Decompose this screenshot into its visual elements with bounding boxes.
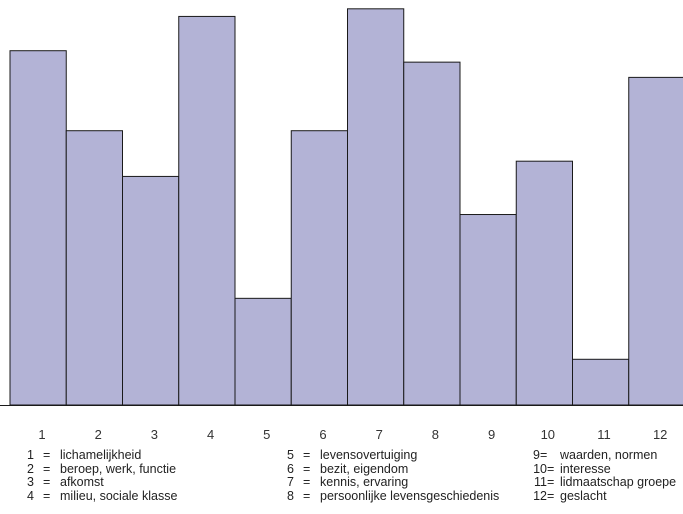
legend-item: 12 = geslacht: [533, 488, 607, 503]
bar-1: [9, 50, 67, 406]
legend-column-1: 1 = lichamelijkheid 2 = beroep, werk, functi…: [27, 448, 178, 503]
legend-item: 4 = milieu, sociale klasse: [27, 488, 178, 503]
x-tick-label: 11: [597, 427, 611, 442]
legend-item-label: geslacht: [560, 488, 607, 503]
bar-2: [65, 130, 123, 406]
bar-3: [122, 175, 180, 406]
x-tick-label: 2: [95, 427, 102, 442]
bar-12: [628, 76, 683, 406]
x-tick-label: 1: [38, 427, 45, 442]
x-tick-label: 10: [541, 427, 555, 442]
bar-5: [234, 297, 292, 406]
bar-9: [459, 214, 517, 406]
legend-item-label: levensovertuiging: [320, 448, 418, 462]
legend-item-label: kennis, ervaring: [320, 475, 409, 490]
bar-11: [572, 358, 630, 406]
legend-item: 8 = persoonlijke levensgeschiedenis: [287, 488, 500, 503]
legend-item: 1 = lichamelijkheid: [27, 448, 142, 462]
x-tick-labels: 1 2 3 4 5 6 7 8 9 10 11 12: [38, 427, 667, 442]
legend-item: 3 = afkomst: [27, 475, 104, 490]
x-tick-label: 12: [653, 427, 667, 442]
x-tick-label: 6: [319, 427, 326, 442]
x-tick-label: 3: [151, 427, 158, 442]
bar-chart: 1 2 3 4 5 6 7 8 9 10 11 12: [0, 8, 683, 442]
x-tick-label: 5: [263, 427, 270, 442]
legend-item-label: lichamelijkheid: [60, 448, 142, 462]
legend-item: 10 = interesse: [533, 461, 611, 476]
legend-item: 2 = beroep, werk, functie: [27, 461, 177, 476]
legend-item: 7 = kennis, ervaring: [287, 475, 409, 490]
legend-item: 11 = lidmaatschap groepe: [534, 475, 677, 490]
legend-item: 5 = levensovertuiging: [287, 448, 418, 462]
x-tick-label: 4: [207, 427, 214, 442]
bar-10: [515, 160, 573, 406]
bar-6: [290, 130, 348, 406]
legend-column-3: 9 = waarden, normen 10 = interesse 11 = lidmaa…: [531, 448, 677, 503]
bar-4: [178, 15, 236, 406]
x-tick-label: 9: [488, 427, 495, 442]
x-tick-label: 7: [376, 427, 383, 442]
legend-item-label: afkomst: [60, 475, 104, 490]
legend-item: 6 = bezit, eigendom: [287, 461, 409, 476]
bar-7: [347, 8, 405, 406]
legend-item-label: bezit, eigendom: [320, 461, 409, 476]
bar-8: [403, 61, 461, 406]
legend-item-label: lidmaatschap groepe: [560, 475, 677, 490]
bars-group: [9, 8, 683, 406]
legend-item-label: milieu, sociale klasse: [60, 488, 178, 503]
legend-item-label: waarden, normen: [560, 448, 658, 462]
legend-column-2: 5 = levensovertuiging 6 = bezit, eigendom 7 =…: [287, 448, 500, 503]
legend-item: 9 = waarden, normen: [533, 448, 658, 462]
legend-item-label: persoonlijke levensgeschiedenis: [320, 488, 500, 503]
legend-item-label: beroep, werk, functie: [60, 461, 177, 476]
legend-item-label: interesse: [560, 461, 611, 476]
x-tick-label: 8: [432, 427, 439, 442]
